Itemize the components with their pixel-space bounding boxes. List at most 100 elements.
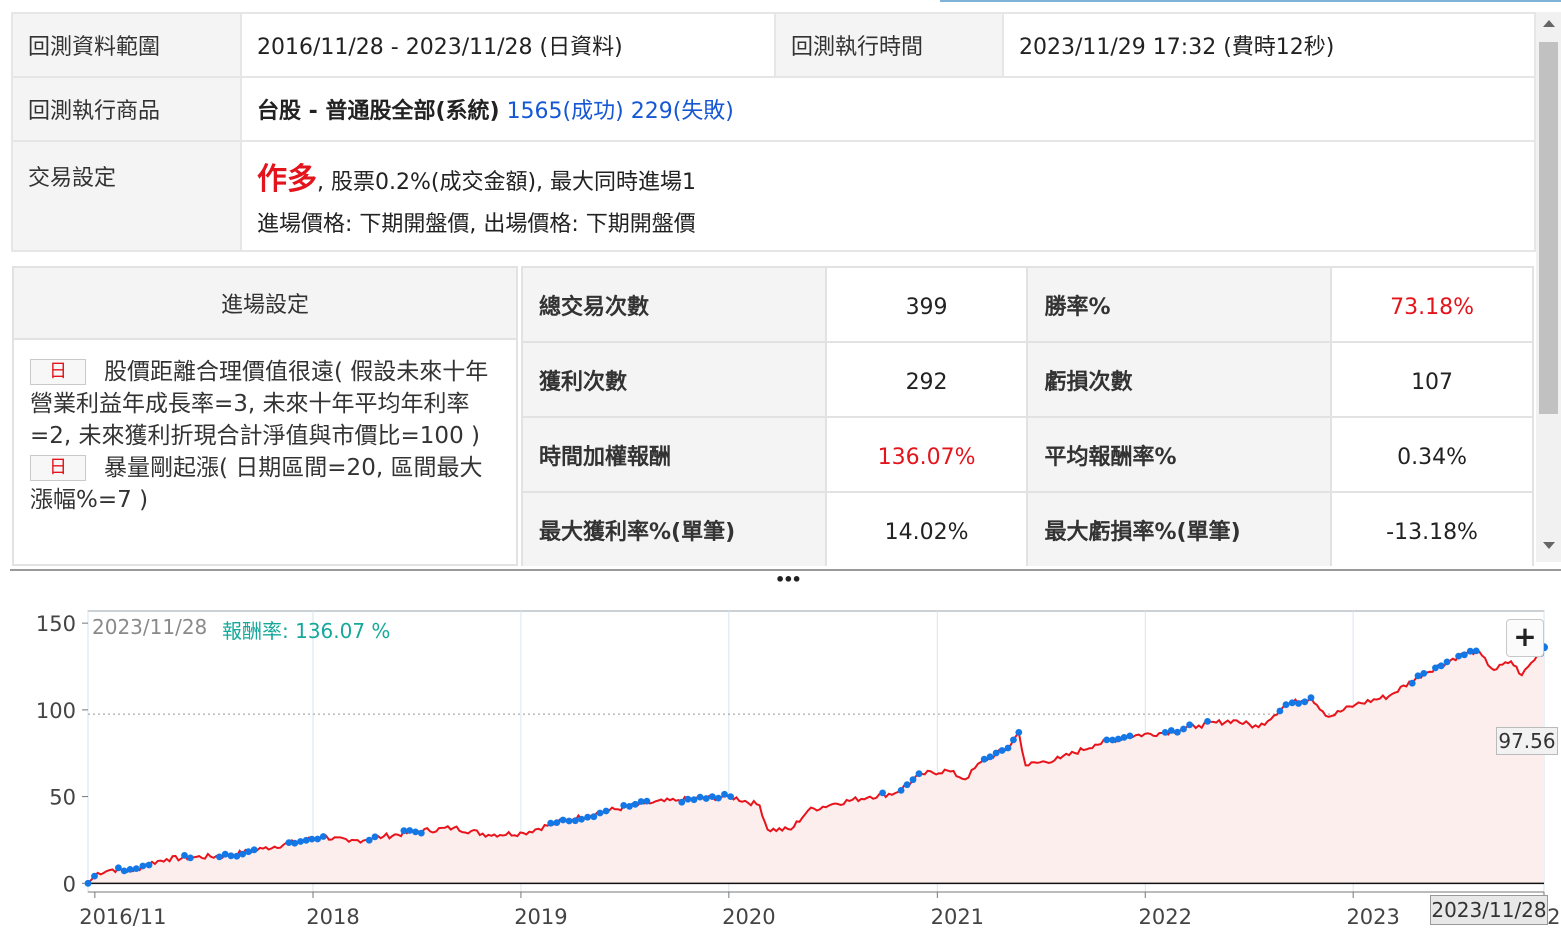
entry-marker [1466,647,1474,655]
stat-label: 平均報酬率% [1026,416,1333,493]
entry-marker [1443,658,1451,666]
stat-value: 136.07% [824,416,1029,493]
zoom-in-button[interactable]: + [1506,619,1544,657]
entry-marker [84,879,92,887]
entry-marker [879,789,886,797]
entry-marker [1161,729,1169,736]
entry-marker [406,827,414,834]
entry-marker [365,836,373,844]
entry-marker [626,803,633,810]
stats-row: 獲利次數 292 虧損次數 107 [521,341,1534,418]
entry-marker [578,815,585,823]
entry-marker [1010,736,1017,744]
entry-marker [227,852,235,860]
stat-label: 獲利次數 [521,341,827,418]
entry-marker [980,755,988,763]
entry-marker [297,838,304,845]
entry-marker [1114,735,1122,743]
return-chart-svg: 0 50 100 150 2016/11 2018 2019 2020 2021 2022 2023… [36,610,1561,929]
vertical-scrollbar[interactable] [1536,12,1561,562]
entry-marker [1015,729,1023,736]
entry-marker [559,816,567,824]
entry-marker [596,809,604,817]
stats-row: 總交易次數 399 勝率% 73.18% [521,266,1534,343]
entry-marker [565,817,573,825]
entry-marker [319,833,327,840]
entry-marker [291,839,299,847]
product-prefix: 台股 - 普通股全部(系統) [257,99,500,124]
entry-conditions: 日股價距離合理價值很遠( 假設未來十年營業利益年成長率=3, 未來十年平均年利率… [14,340,516,516]
entry-marker [91,872,98,880]
trade-value: 作多, 股票0.2%(成交金額), 最大同時進場1 進場價格: 下期開盤價, 出… [240,140,1536,252]
entry-marker [643,797,651,805]
product-value: 台股 - 普通股全部(系統) 1565(成功) 229(失敗) [240,76,1536,142]
product-label: 回測執行商品 [11,76,242,142]
area-fill [88,647,1544,884]
pane-splitter[interactable]: ••• [10,569,1561,589]
entry-marker [1109,736,1116,744]
entry-marker [1301,698,1309,706]
entry-marker [126,866,134,873]
scroll-up-icon[interactable] [1543,20,1555,27]
x-tick-label: 2019 [514,905,567,929]
entry-marker [139,862,147,870]
entry-marker [1307,694,1315,702]
entry-marker [992,749,1000,757]
y-tick-label: 150 [36,612,76,636]
entry-marker [702,795,710,802]
y-tick-label: 100 [36,699,76,723]
product-success-link[interactable]: 1565(成功) [506,99,624,124]
stat-label: 時間加權報酬 [521,416,827,493]
entry-marker [1204,718,1211,725]
entry-marker [417,829,425,837]
entry-marker [187,854,194,862]
backtest-info-table: 回測資料範圍 2016/11/28 - 2023/11/28 (日資料) 回測執… [11,12,1536,252]
entry-marker [308,835,316,843]
entry-marker [233,852,241,860]
entry-marker [721,790,728,798]
entry-marker [1167,727,1175,734]
stat-value: 14.02% [824,491,1029,566]
entry-marker [1432,664,1439,672]
trade-line1: , 股票0.2%(成交金額), 最大同時進場1 [317,170,697,195]
entry-marker [1186,721,1193,729]
entry-marker [285,839,293,846]
condition-text: 股價距離合理價值很遠( 假設未來十年營業利益年成長率=3, 未來十年平均年利率=… [30,359,489,449]
entry-marker [1103,736,1111,744]
entry-marker [897,787,905,794]
entry-marker [584,813,591,821]
product-fail-link[interactable]: 229(失敗) [630,99,734,124]
splitter-handle-icon[interactable]: ••• [775,570,802,589]
entry-marker [696,793,704,801]
entry-marker [412,828,419,836]
stat-label: 最大虧損率%(單筆) [1026,491,1333,566]
stats-table: 總交易次數 399 勝率% 73.18% 獲利次數 292 虧損次數 107 時間加權報酬 136… [521,266,1534,566]
entry-marker [120,867,128,875]
stat-value: 0.34% [1330,416,1534,493]
entry-marker [1408,679,1416,687]
x-tick-label: 2020 [722,905,775,929]
stat-label: 勝率% [1026,266,1333,343]
x-tick-label: 2021 [931,905,984,929]
entry-marker [903,781,911,789]
entry-marker [1414,672,1422,680]
chart-cursor-date: 2023/11/28 [92,615,208,639]
return-chart: 0 50 100 150 2016/11 2018 2019 2020 2021 2022 2023… [0,583,1561,934]
exec-time-label: 回測執行時間 [774,12,1004,78]
stat-value: 292 [824,341,1029,418]
entry-marker [590,813,598,821]
entry-marker [1276,707,1284,715]
entry-marker [1472,647,1480,655]
scroll-thumb[interactable] [1539,42,1558,414]
entry-marker [602,807,610,815]
scroll-down-icon[interactable] [1543,542,1555,549]
entry-marker [245,848,252,856]
entry-marker [1420,670,1428,677]
entry-marker [221,850,229,858]
entry-marker [986,753,994,761]
entry-marker [371,833,379,841]
entry-marker [715,794,722,802]
entry-marker [708,793,716,800]
x-tick-label: 2016/11 [79,905,166,929]
entry-marker [1174,728,1181,736]
